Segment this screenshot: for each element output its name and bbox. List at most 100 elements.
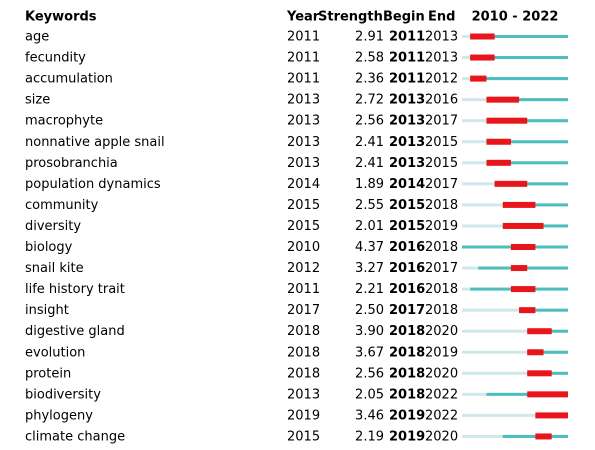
begin: 2018: [389, 366, 425, 381]
keyword: accumulation: [25, 72, 113, 87]
strength: 1.89: [355, 177, 384, 192]
strength: 3.46: [355, 408, 384, 423]
burst-bar: [486, 96, 520, 103]
end: 2022: [425, 408, 458, 423]
strength: 2.58: [355, 51, 384, 66]
keyword: insight: [25, 303, 69, 318]
keyword: macrophyte: [25, 114, 103, 129]
year: 2013: [287, 156, 320, 171]
keyword: biodiversity: [25, 387, 101, 402]
begin: 2013: [389, 135, 425, 150]
strength: 2.56: [355, 114, 384, 129]
keyword: biology: [25, 240, 73, 255]
keyword: fecundity: [25, 51, 86, 66]
year: 2015: [287, 219, 320, 234]
presence-bar: [470, 56, 568, 60]
begin: 2018: [389, 387, 425, 402]
presence-bar: [486, 140, 568, 144]
header-begin: Begin: [383, 10, 425, 25]
year: 2013: [287, 135, 320, 150]
keyword: life history trait: [25, 282, 125, 297]
strength: 2.21: [355, 282, 384, 297]
strength: 3.90: [355, 324, 384, 339]
begin: 2011: [389, 72, 425, 87]
year: 2011: [287, 30, 320, 45]
begin: 2015: [389, 219, 425, 234]
header-range: 2010 - 2022: [472, 10, 559, 25]
strength: 2.56: [355, 366, 384, 381]
presence-bar: [527, 350, 568, 354]
end: 2018: [425, 282, 458, 297]
strength: 2.41: [355, 135, 384, 150]
end: 2017: [425, 114, 458, 129]
strength: 2.19: [355, 429, 384, 444]
begin: 2011: [389, 30, 425, 45]
burst-bar: [470, 54, 495, 61]
strength: 2.50: [355, 303, 384, 318]
strength: 3.27: [355, 261, 384, 276]
end: 2018: [425, 303, 458, 318]
presence-bar: [470, 77, 568, 81]
keyword: snail kite: [25, 261, 84, 276]
strength: 2.41: [355, 156, 384, 171]
end: 2015: [425, 135, 458, 150]
year: 2018: [287, 366, 320, 381]
burst-bar: [486, 138, 511, 145]
end: 2017: [425, 261, 458, 276]
begin: 2018: [389, 324, 425, 339]
year: 2017: [287, 303, 320, 318]
year: 2018: [287, 324, 320, 339]
year: 2013: [287, 114, 320, 129]
burst-bar: [535, 433, 552, 440]
year: 2014: [287, 177, 320, 192]
begin: 2019: [389, 429, 425, 444]
strength: 2.72: [355, 93, 384, 108]
begin: 2011: [389, 51, 425, 66]
burst-bar: [470, 75, 487, 82]
end: 2020: [425, 366, 458, 381]
begin: 2013: [389, 114, 425, 129]
burst-bar: [519, 307, 536, 314]
burst-bar: [502, 201, 536, 208]
end: 2022: [425, 387, 458, 402]
end: 2013: [425, 30, 458, 45]
end: 2017: [425, 177, 458, 192]
burst-bar: [502, 222, 544, 229]
end: 2016: [425, 93, 458, 108]
burst-bar: [527, 391, 568, 398]
presence-bar: [486, 98, 568, 102]
keyword: nonnative apple snail: [25, 135, 165, 150]
header-keywords: Keywords: [25, 10, 97, 25]
end: 2019: [425, 345, 458, 360]
end: 2015: [425, 156, 458, 171]
begin: 2018: [389, 345, 425, 360]
presence-bar: [470, 35, 568, 38]
burst-bar: [486, 117, 528, 124]
keyword: diversity: [25, 219, 81, 234]
keyword: protein: [25, 366, 71, 381]
burst-bar: [470, 33, 495, 40]
year: 2013: [287, 387, 320, 402]
end: 2012: [425, 72, 458, 87]
year: 2011: [287, 51, 320, 66]
year: 2018: [287, 345, 320, 360]
burst-bar: [535, 412, 568, 419]
burst-bar: [510, 265, 528, 272]
timeline-base: [462, 371, 568, 375]
begin: 2016: [389, 282, 425, 297]
strength: 2.36: [355, 72, 384, 87]
keyword: phylogeny: [25, 408, 93, 423]
end: 2019: [425, 219, 458, 234]
begin: 2016: [389, 261, 425, 276]
timeline-base: [462, 350, 568, 354]
begin: 2019: [389, 408, 425, 423]
timeline-base: [462, 308, 568, 312]
year: 2011: [287, 72, 320, 87]
keyword: age: [25, 30, 49, 45]
begin: 2013: [389, 156, 425, 171]
header-end: End: [428, 10, 455, 25]
burst-bar: [527, 349, 544, 356]
year: 2010: [287, 240, 320, 255]
burst-bar: [527, 328, 552, 335]
end: 2020: [425, 324, 458, 339]
